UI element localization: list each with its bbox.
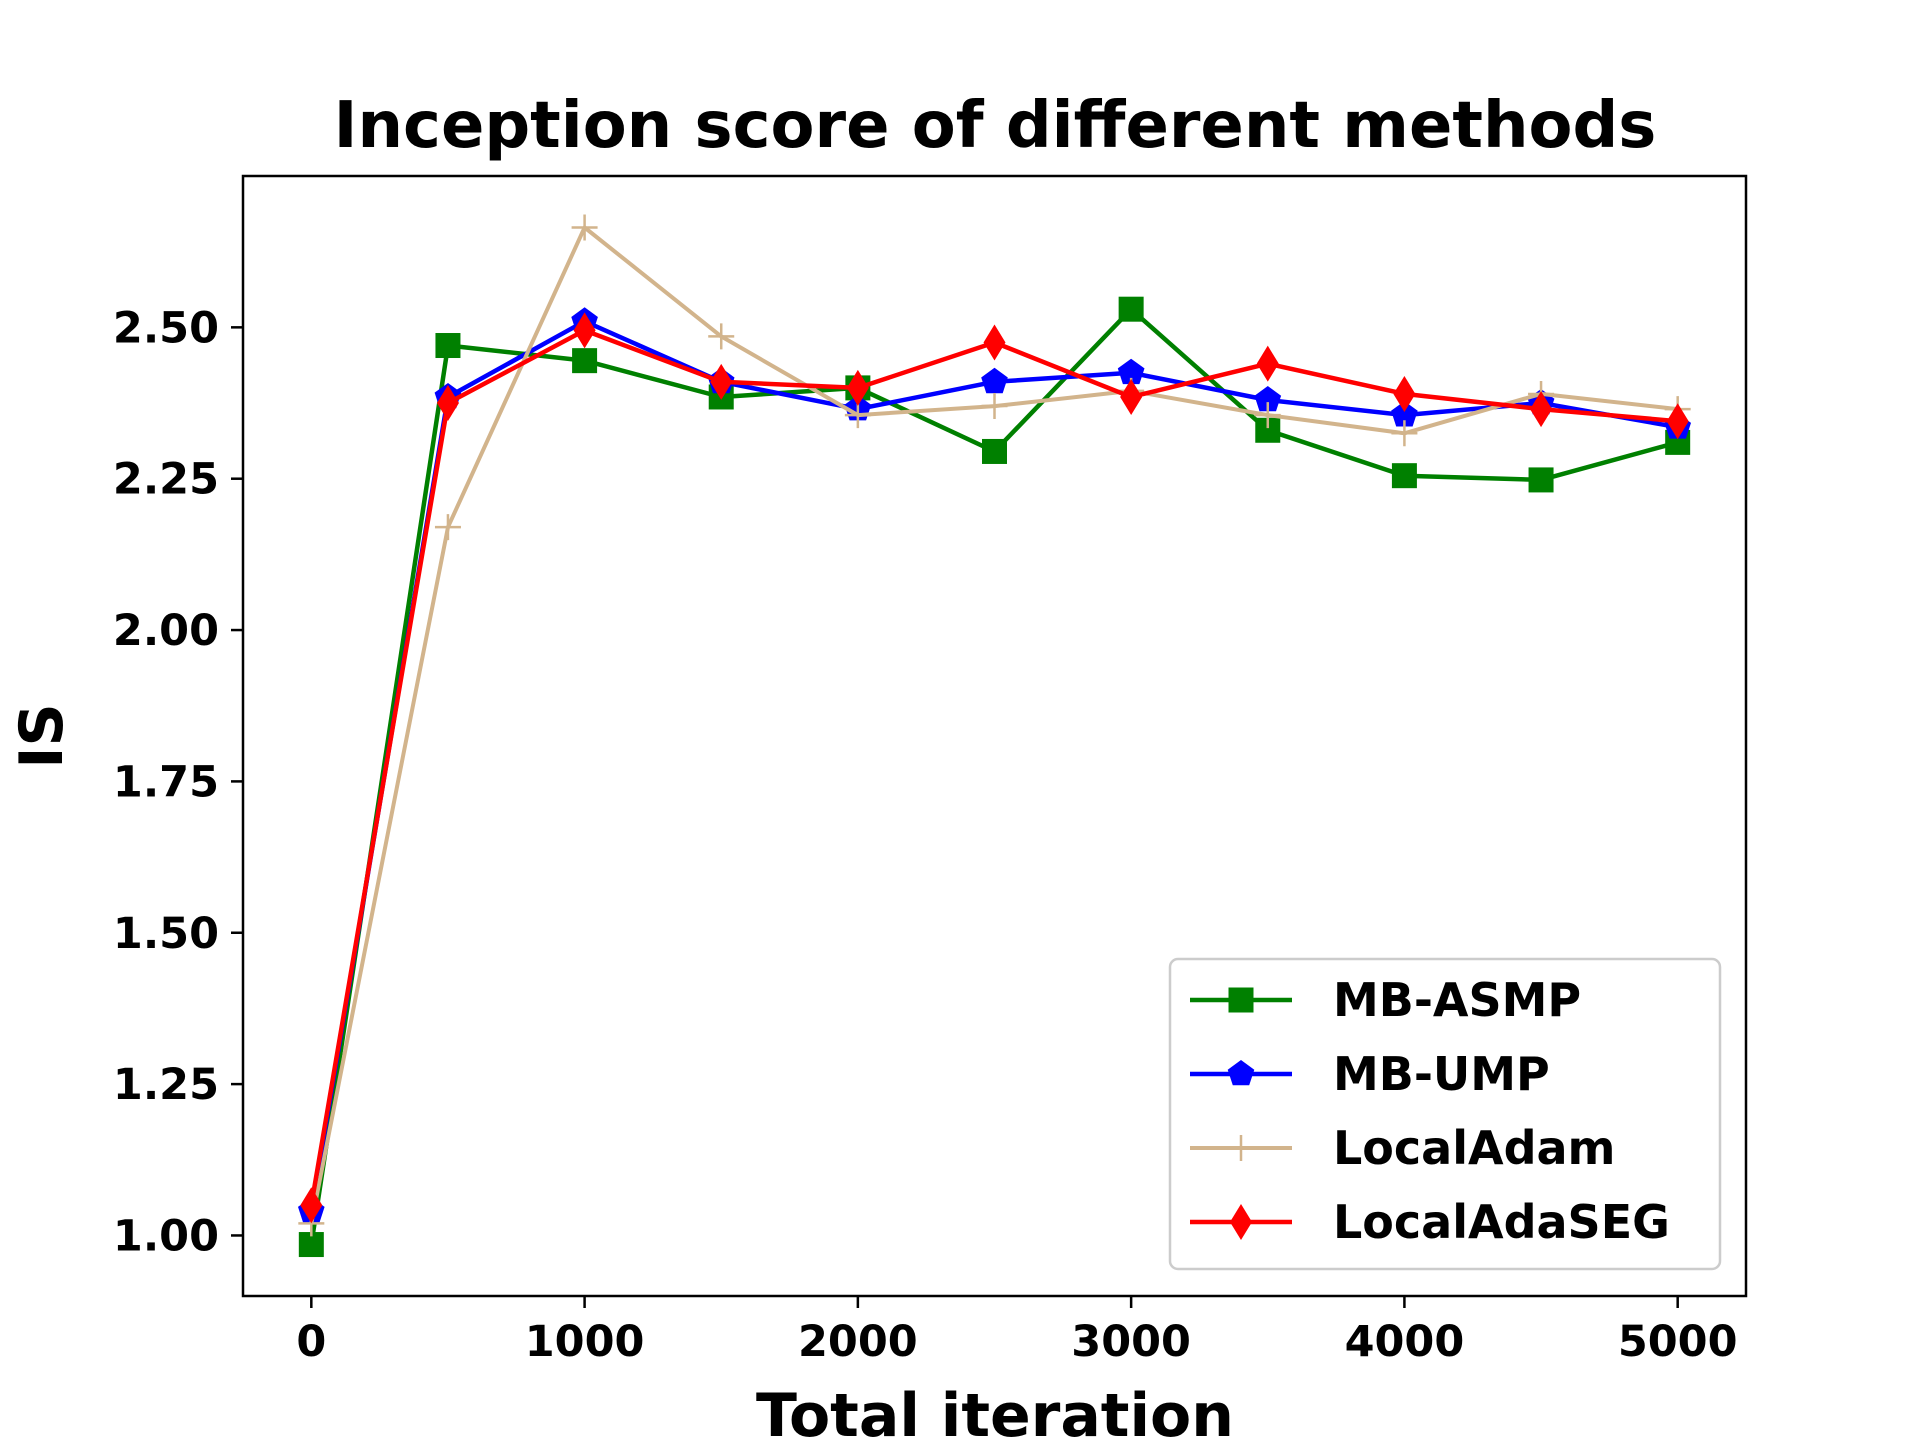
x-tick-label: 1000	[525, 1317, 645, 1367]
data-point	[1666, 403, 1689, 440]
legend-item: LocalAdam	[1190, 1121, 1616, 1175]
x-tick-label: 4000	[1345, 1317, 1465, 1367]
series-localadam	[298, 214, 1691, 1237]
legend-marker	[1230, 1204, 1252, 1240]
legend: MB-ASMP MB-UMP LocalAdam LocalAdaSEG	[1168, 957, 1722, 1271]
legend-item: LocalAdaSEG	[1190, 1195, 1670, 1249]
data-point	[981, 367, 1008, 394]
y-tick-label: 1.00	[113, 1211, 219, 1261]
data-point	[844, 402, 871, 429]
legend-label: MB-ASMP	[1333, 973, 1581, 1027]
data-point	[1391, 463, 1417, 489]
data-point	[1120, 378, 1143, 415]
data-point	[1254, 386, 1282, 412]
x-tick-label: 3000	[1071, 1317, 1191, 1367]
y-axis-label: IS	[7, 703, 77, 769]
data-point	[1528, 467, 1554, 493]
data-point	[1391, 401, 1418, 427]
y-tick-label: 1.75	[113, 757, 219, 807]
data-point	[1256, 345, 1279, 382]
data-point	[983, 324, 1006, 361]
data-point	[708, 323, 735, 350]
plot-area-frame	[241, 174, 1748, 1298]
y-tick-label: 1.50	[113, 909, 219, 959]
data-point	[572, 348, 598, 374]
data-point	[1391, 420, 1418, 447]
legend-item: MB-ASMP	[1190, 973, 1581, 1027]
x-axis-ticks: 0 1000 2000 3000 4000 5000	[296, 1296, 1738, 1367]
legend-marker	[1228, 987, 1254, 1013]
y-tick-label: 2.00	[113, 606, 219, 656]
data-point	[710, 363, 733, 400]
y-tick-label: 1.25	[113, 1060, 219, 1110]
legend-item: MB-UMP	[1190, 1047, 1550, 1101]
data-point	[300, 1187, 323, 1224]
data-point	[1118, 296, 1144, 322]
chart-title: Inception score of different methods	[334, 89, 1657, 163]
legend-marker	[1227, 1060, 1255, 1086]
plot-series	[298, 214, 1691, 1258]
series-localadaseg	[300, 312, 1689, 1224]
x-tick-label: 2000	[798, 1317, 918, 1367]
data-point	[1254, 402, 1281, 429]
legend-box	[1168, 957, 1722, 1271]
x-tick-label: 0	[296, 1317, 326, 1367]
data-point	[1117, 358, 1145, 385]
data-point	[571, 214, 598, 241]
x-axis-label: Total iteration	[756, 1381, 1234, 1440]
data-point	[435, 333, 461, 359]
data-point	[1393, 375, 1416, 412]
legend-label: LocalAdam	[1333, 1121, 1616, 1175]
data-point	[846, 369, 869, 406]
data-point	[436, 385, 459, 422]
legend-label: MB-UMP	[1333, 1047, 1550, 1101]
y-axis-ticks: 1.00 1.25 1.50 1.75 2.00 2.25 2.50	[113, 303, 243, 1261]
data-point	[1530, 391, 1553, 428]
y-tick-label: 2.25	[113, 455, 219, 505]
x-tick-label: 5000	[1618, 1317, 1738, 1367]
legend-label: LocalAdaSEG	[1333, 1195, 1670, 1249]
data-point	[982, 438, 1007, 464]
data-point	[434, 514, 461, 541]
y-tick-label: 2.50	[113, 303, 219, 353]
legend-marker	[1228, 1135, 1254, 1161]
data-point	[981, 393, 1008, 420]
data-point	[573, 312, 596, 349]
